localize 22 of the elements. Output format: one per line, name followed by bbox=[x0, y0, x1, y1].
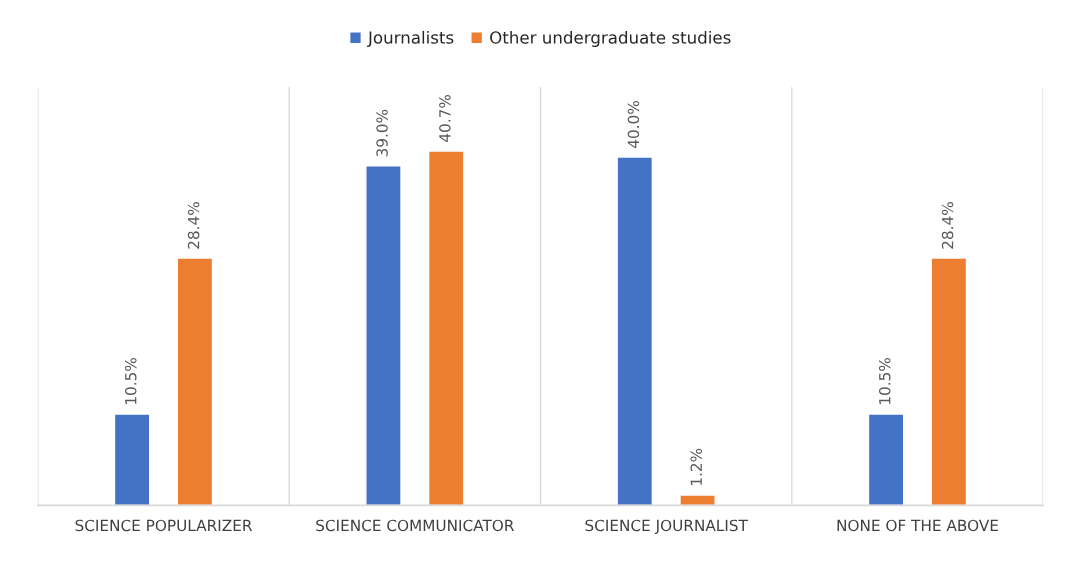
data-label: 28.4% bbox=[187, 202, 200, 249]
x-tick-label: SCIENCE POPULARIZER bbox=[75, 519, 253, 532]
x-tick-label: SCIENCE COMMUNICATOR bbox=[316, 519, 514, 532]
legend-label: Journalists bbox=[367, 30, 454, 47]
legend-label: Other undergraduate studies bbox=[490, 30, 731, 48]
data-label: 39.0% bbox=[376, 109, 388, 157]
data-label: 40.0% bbox=[627, 101, 640, 148]
bar bbox=[930, 257, 968, 506]
bar bbox=[365, 165, 402, 506]
x-tick-label: SCIENCE JOURNALIST bbox=[585, 519, 748, 535]
bar bbox=[616, 156, 654, 506]
bar bbox=[176, 257, 214, 506]
data-label: 1.2% bbox=[690, 448, 703, 486]
data-label: 28.4% bbox=[941, 202, 954, 249]
data-label: 40.7% bbox=[439, 94, 451, 142]
bar bbox=[427, 150, 465, 506]
x-tick-label: NONE OF THE ABOVE bbox=[837, 519, 998, 532]
bar bbox=[679, 494, 716, 506]
data-label: 10.5% bbox=[124, 357, 137, 404]
bar bbox=[113, 413, 151, 506]
data-label: 10.5% bbox=[878, 357, 891, 404]
bar bbox=[867, 413, 905, 506]
